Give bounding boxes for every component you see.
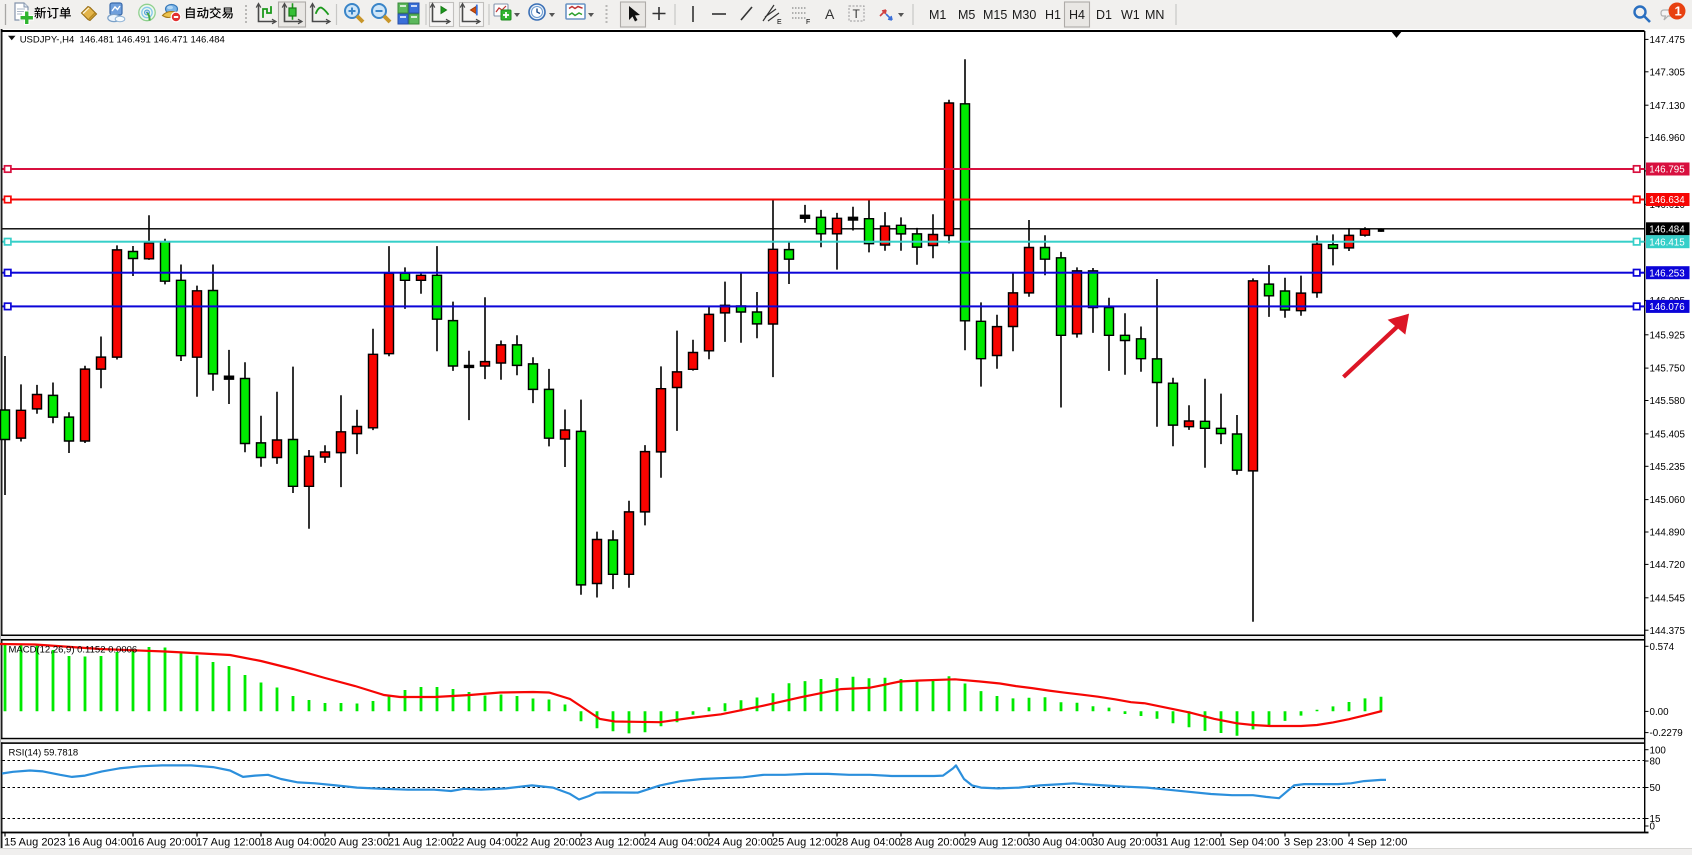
svg-text:100: 100	[1650, 745, 1667, 756]
svg-text:15: 15	[1650, 814, 1661, 825]
svg-text:M15: M15	[983, 8, 1007, 22]
svg-text:16 Aug 04:00: 16 Aug 04:00	[68, 837, 133, 849]
svg-text:144.890: 144.890	[1650, 528, 1686, 539]
svg-text:22 Aug 04:00: 22 Aug 04:00	[452, 837, 517, 849]
svg-text:146.253: 146.253	[1649, 268, 1685, 279]
svg-text:20 Aug 23:00: 20 Aug 23:00	[324, 837, 389, 849]
svg-text:23 Aug 12:00: 23 Aug 12:00	[580, 837, 645, 849]
svg-text:MACD(12,26,9) 0.1152 0.0006: MACD(12,26,9) 0.1152 0.0006	[9, 645, 138, 656]
svg-text:145.925: 145.925	[1650, 330, 1686, 341]
svg-text:145.235: 145.235	[1650, 462, 1686, 473]
svg-text:50: 50	[1650, 783, 1661, 794]
svg-text:144.545: 144.545	[1650, 593, 1686, 604]
svg-text:A: A	[825, 6, 835, 22]
svg-text:MN: MN	[1145, 8, 1164, 22]
svg-text:RSI(14) 59.7818: RSI(14) 59.7818	[9, 748, 79, 759]
svg-text:W1: W1	[1121, 8, 1140, 22]
svg-text:145.405: 145.405	[1650, 430, 1686, 441]
svg-text:1 Sep 04:00: 1 Sep 04:00	[1220, 837, 1279, 849]
svg-text:M30: M30	[1012, 8, 1036, 22]
svg-text:H1: H1	[1045, 8, 1061, 22]
svg-text:145.060: 145.060	[1650, 495, 1686, 506]
svg-text:147.305: 147.305	[1650, 67, 1686, 78]
svg-text:24 Aug 20:00: 24 Aug 20:00	[708, 837, 773, 849]
svg-text:28 Aug 20:00: 28 Aug 20:00	[900, 837, 965, 849]
svg-text:E: E	[777, 19, 782, 26]
svg-text:147.130: 147.130	[1650, 101, 1686, 112]
svg-text:146.634: 146.634	[1649, 195, 1685, 206]
svg-text:21 Aug 12:00: 21 Aug 12:00	[388, 837, 453, 849]
svg-text:22 Aug 20:00: 22 Aug 20:00	[516, 837, 581, 849]
svg-text:0.574: 0.574	[1650, 642, 1675, 653]
svg-text:USDJPY-,H4 146.481 146.491 14: USDJPY-,H4 146.481 146.491 146.471 146.4…	[20, 35, 225, 46]
svg-text:15 Aug 2023: 15 Aug 2023	[4, 837, 66, 849]
svg-text:30 Aug 04:00: 30 Aug 04:00	[1028, 837, 1093, 849]
svg-text:D1: D1	[1096, 8, 1112, 22]
svg-text:4 Sep 12:00: 4 Sep 12:00	[1348, 837, 1407, 849]
svg-text:146.960: 146.960	[1650, 133, 1686, 144]
svg-text:29 Aug 12:00: 29 Aug 12:00	[964, 837, 1029, 849]
svg-text:80: 80	[1650, 757, 1661, 768]
svg-text:17 Aug 12:00: 17 Aug 12:00	[196, 837, 261, 849]
svg-text:146.076: 146.076	[1649, 302, 1685, 313]
svg-text:146.415: 146.415	[1649, 237, 1685, 248]
svg-text:H4: H4	[1069, 8, 1085, 22]
svg-text:31 Aug 12:00: 31 Aug 12:00	[1156, 837, 1221, 849]
svg-text:145.580: 145.580	[1650, 396, 1686, 407]
svg-text:M1: M1	[929, 8, 946, 22]
svg-text:146.484: 146.484	[1649, 224, 1685, 235]
svg-text:0.00: 0.00	[1650, 707, 1670, 718]
svg-text:0: 0	[1650, 822, 1656, 833]
svg-text:24 Aug 04:00: 24 Aug 04:00	[644, 837, 709, 849]
svg-text:28 Aug 04:00: 28 Aug 04:00	[836, 837, 901, 849]
svg-text:3 Sep 23:00: 3 Sep 23:00	[1284, 837, 1343, 849]
svg-text:144.375: 144.375	[1650, 626, 1686, 637]
svg-text:-0.2279: -0.2279	[1650, 728, 1683, 739]
svg-text:145.750: 145.750	[1650, 364, 1686, 375]
svg-text:144.720: 144.720	[1650, 560, 1686, 571]
svg-text:30 Aug 20:00: 30 Aug 20:00	[1092, 837, 1157, 849]
svg-text:M5: M5	[958, 8, 975, 22]
svg-text:18 Aug 04:00: 18 Aug 04:00	[260, 837, 325, 849]
svg-text:25 Aug 12:00: 25 Aug 12:00	[772, 837, 837, 849]
svg-text:T: T	[853, 7, 861, 21]
svg-text:1: 1	[1675, 4, 1682, 19]
svg-text:16 Aug 20:00: 16 Aug 20:00	[132, 837, 197, 849]
svg-text:F: F	[806, 19, 810, 26]
svg-text:146.795: 146.795	[1649, 165, 1685, 176]
svg-text:147.475: 147.475	[1650, 35, 1686, 46]
